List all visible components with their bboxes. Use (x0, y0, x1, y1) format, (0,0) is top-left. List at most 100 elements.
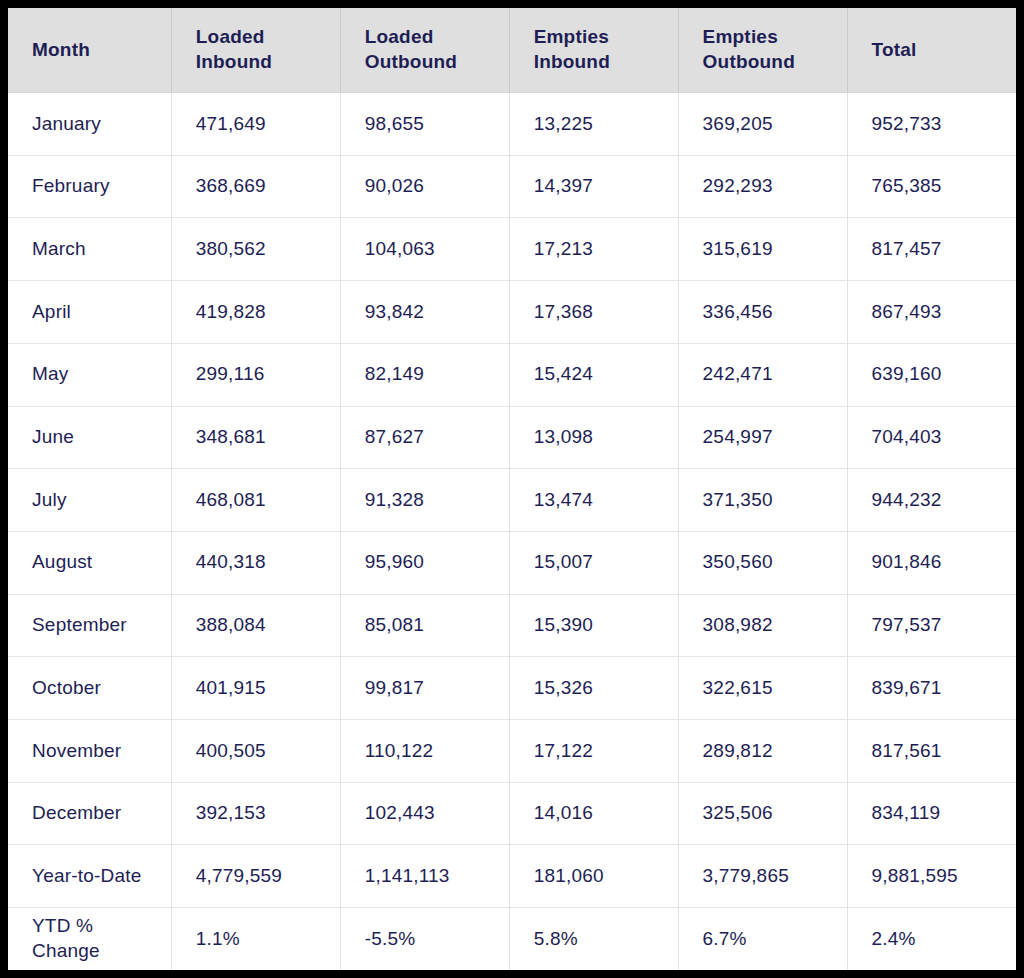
value-cell: 104,063 (340, 218, 509, 281)
value-cell: 254,997 (678, 406, 847, 469)
value-cell: 99,817 (340, 657, 509, 720)
table-row: May299,11682,14915,424242,471639,160 (8, 343, 1016, 406)
value-cell: 817,457 (847, 218, 1016, 281)
row-label-cell: September (8, 594, 171, 657)
table-row: February368,66990,02614,397292,293765,38… (8, 155, 1016, 218)
table-row: January471,64998,65513,225369,205952,733 (8, 93, 1016, 156)
value-cell: 440,318 (171, 531, 340, 594)
value-cell: 15,390 (509, 594, 678, 657)
value-cell: 14,016 (509, 782, 678, 845)
column-header-empties-inbound: Empties Inbound (509, 8, 678, 93)
value-cell: 901,846 (847, 531, 1016, 594)
value-cell: 289,812 (678, 720, 847, 783)
value-cell: 1,141,113 (340, 845, 509, 908)
value-cell: 110,122 (340, 720, 509, 783)
value-cell: 82,149 (340, 343, 509, 406)
value-cell: 1.1% (171, 908, 340, 970)
value-cell: 388,084 (171, 594, 340, 657)
table-header: MonthLoaded InboundLoaded OutboundEmptie… (8, 8, 1016, 93)
row-label-cell: Year-to-Date (8, 845, 171, 908)
value-cell: 765,385 (847, 155, 1016, 218)
value-cell: 15,424 (509, 343, 678, 406)
row-label-cell: March (8, 218, 171, 281)
row-label-cell: June (8, 406, 171, 469)
value-cell: 704,403 (847, 406, 1016, 469)
header-row: MonthLoaded InboundLoaded OutboundEmptie… (8, 8, 1016, 93)
table-row: July468,08191,32813,474371,350944,232 (8, 469, 1016, 532)
value-cell: 181,060 (509, 845, 678, 908)
value-cell: 867,493 (847, 281, 1016, 344)
value-cell: 322,615 (678, 657, 847, 720)
value-cell: 817,561 (847, 720, 1016, 783)
value-cell: 392,153 (171, 782, 340, 845)
table-row: October401,91599,81715,326322,615839,671 (8, 657, 1016, 720)
row-label-cell: October (8, 657, 171, 720)
value-cell: 102,443 (340, 782, 509, 845)
value-cell: 6.7% (678, 908, 847, 970)
value-cell: 17,368 (509, 281, 678, 344)
value-cell: 308,982 (678, 594, 847, 657)
value-cell: 13,474 (509, 469, 678, 532)
value-cell: 839,671 (847, 657, 1016, 720)
table-frame: MonthLoaded InboundLoaded OutboundEmptie… (0, 0, 1024, 978)
column-header-month: Month (8, 8, 171, 93)
value-cell: 369,205 (678, 93, 847, 156)
row-label-cell: November (8, 720, 171, 783)
value-cell: 350,560 (678, 531, 847, 594)
value-cell: 5.8% (509, 908, 678, 970)
value-cell: 14,397 (509, 155, 678, 218)
value-cell: 401,915 (171, 657, 340, 720)
value-cell: 952,733 (847, 93, 1016, 156)
value-cell: 2.4% (847, 908, 1016, 970)
value-cell: 15,007 (509, 531, 678, 594)
value-cell: 292,293 (678, 155, 847, 218)
value-cell: 17,122 (509, 720, 678, 783)
value-cell: 17,213 (509, 218, 678, 281)
table-row: June348,68187,62713,098254,997704,403 (8, 406, 1016, 469)
value-cell: 87,627 (340, 406, 509, 469)
value-cell: 85,081 (340, 594, 509, 657)
value-cell: 336,456 (678, 281, 847, 344)
value-cell: 348,681 (171, 406, 340, 469)
table-row: December392,153102,44314,016325,506834,1… (8, 782, 1016, 845)
table-row: Year-to-Date4,779,5591,141,113181,0603,7… (8, 845, 1016, 908)
value-cell: 91,328 (340, 469, 509, 532)
column-header-loaded-outbound: Loaded Outbound (340, 8, 509, 93)
value-cell: 299,116 (171, 343, 340, 406)
table-row: April419,82893,84217,368336,456867,493 (8, 281, 1016, 344)
table-row: November400,505110,12217,122289,812817,5… (8, 720, 1016, 783)
value-cell: 9,881,595 (847, 845, 1016, 908)
row-label-cell: May (8, 343, 171, 406)
value-cell: 3,779,865 (678, 845, 847, 908)
value-cell: 380,562 (171, 218, 340, 281)
column-header-total: Total (847, 8, 1016, 93)
column-header-loaded-inbound: Loaded Inbound (171, 8, 340, 93)
table-row: YTD % Change1.1%-5.5%5.8%6.7%2.4% (8, 908, 1016, 970)
row-label-cell: December (8, 782, 171, 845)
value-cell: 471,649 (171, 93, 340, 156)
value-cell: 797,537 (847, 594, 1016, 657)
value-cell: 400,505 (171, 720, 340, 783)
value-cell: 325,506 (678, 782, 847, 845)
value-cell: 98,655 (340, 93, 509, 156)
value-cell: 93,842 (340, 281, 509, 344)
value-cell: 13,098 (509, 406, 678, 469)
value-cell: 419,828 (171, 281, 340, 344)
table-row: September388,08485,08115,390308,982797,5… (8, 594, 1016, 657)
value-cell: 834,119 (847, 782, 1016, 845)
monthly-container-stats-table: MonthLoaded InboundLoaded OutboundEmptie… (8, 8, 1016, 970)
table-row: August440,31895,96015,007350,560901,846 (8, 531, 1016, 594)
value-cell: 468,081 (171, 469, 340, 532)
value-cell: -5.5% (340, 908, 509, 970)
value-cell: 315,619 (678, 218, 847, 281)
column-header-empties-outbound: Empties Outbound (678, 8, 847, 93)
value-cell: 368,669 (171, 155, 340, 218)
row-label-cell: April (8, 281, 171, 344)
value-cell: 639,160 (847, 343, 1016, 406)
value-cell: 4,779,559 (171, 845, 340, 908)
row-label-cell: August (8, 531, 171, 594)
row-label-cell: February (8, 155, 171, 218)
table-row: March380,562104,06317,213315,619817,457 (8, 218, 1016, 281)
value-cell: 15,326 (509, 657, 678, 720)
value-cell: 95,960 (340, 531, 509, 594)
